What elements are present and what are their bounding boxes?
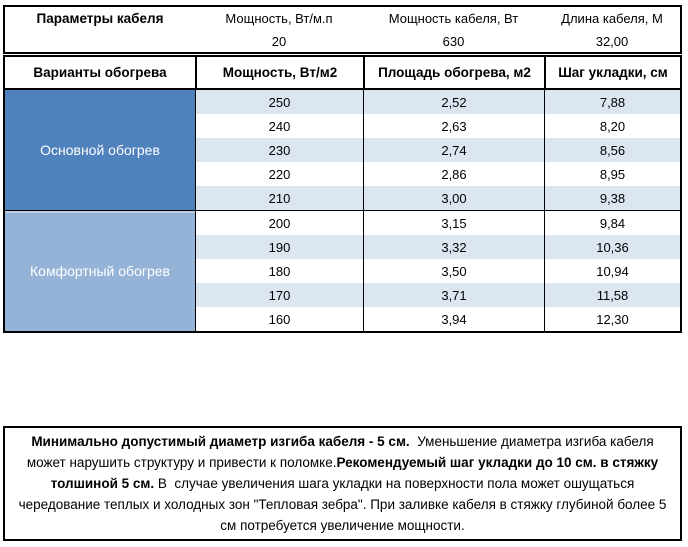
note-part-bold-2: Рекомендуемый шаг укладки до 10 см. в ст…	[50, 455, 662, 491]
note-text: Минимально допустимый диаметр изгиба каб…	[17, 431, 668, 536]
table-cell[interactable]: 250	[195, 90, 363, 114]
table-cell[interactable]: 200	[195, 211, 363, 235]
params-empty-cell[interactable]	[5, 30, 195, 52]
param-value-cable-power[interactable]: 630	[442, 33, 465, 49]
table-cell[interactable]: 160	[195, 307, 363, 331]
table-cell[interactable]: 10,36	[544, 235, 680, 259]
note-part-regular-2: В случае увеличения шага укладки на пове…	[18, 476, 671, 533]
table-cell[interactable]: 180	[195, 259, 363, 283]
table-cell[interactable]: 190	[195, 235, 363, 259]
table-cell[interactable]: 240	[195, 114, 363, 138]
table-cell[interactable]: 3,00	[363, 186, 544, 210]
param-label-cable-length[interactable]: Длина кабеля, М	[561, 11, 663, 26]
table-cell[interactable]: 8,20	[544, 114, 680, 138]
note-part-regular-1: Уменьшение диаметра изгиба кабеля может …	[26, 434, 658, 470]
header-cell-step[interactable]: Шаг укладки, см	[544, 57, 680, 88]
table-cell[interactable]: 3,50	[363, 259, 544, 283]
table-cell[interactable]: 220	[195, 162, 363, 186]
table-cell[interactable]: 3,71	[363, 283, 544, 307]
table-cell[interactable]: 3,32	[363, 235, 544, 259]
section-label-main-heating[interactable]: Основной обогрев	[5, 90, 195, 210]
table-cell[interactable]: 2,63	[363, 114, 544, 138]
table-cell[interactable]: 8,95	[544, 162, 680, 186]
cable-params-table: Параметры кабеля Мощность, Вт/м.п Мощнос…	[3, 5, 682, 54]
table-cell[interactable]: 11,58	[544, 283, 680, 307]
table-cell[interactable]: 7,88	[544, 90, 680, 114]
table-cell[interactable]: 170	[195, 283, 363, 307]
table-cell[interactable]: 12,30	[544, 307, 680, 331]
header-cell-area[interactable]: Площадь обогрева, м2	[363, 57, 544, 88]
table-cell[interactable]: 10,94	[544, 259, 680, 283]
param-value-power-per-m[interactable]: 20	[271, 33, 287, 49]
table-cell[interactable]: 3,94	[363, 307, 544, 331]
table-cell[interactable]: 8,56	[544, 138, 680, 162]
section-comfort-heating: Комфортный обогрев 200 3,15 9,84 190 3,3…	[3, 211, 682, 333]
selected-cell[interactable]: 3,15	[363, 211, 544, 235]
section-label-comfort-heating[interactable]: Комфортный обогрев	[5, 211, 195, 331]
header-cell-variants[interactable]: Варианты обогрева	[33, 65, 167, 80]
param-label-power-per-m[interactable]: Мощность, Вт/м.п	[225, 11, 333, 26]
table-cell[interactable]: 2,52	[363, 90, 544, 114]
note-box: Минимально допустимый диаметр изгиба каб…	[3, 426, 682, 541]
param-value-cable-length[interactable]: 32,00	[595, 33, 629, 49]
param-label-cable-power[interactable]: Мощность кабеля, Вт	[388, 11, 519, 26]
table-cell[interactable]: 2,74	[363, 138, 544, 162]
note-part-bold-1: Минимально допустимый диаметр изгиба каб…	[31, 434, 410, 449]
sheet-content: Параметры кабеля Мощность, Вт/м.п Мощнос…	[3, 5, 682, 541]
table-cell[interactable]: 9,38	[544, 186, 680, 210]
table-cell[interactable]: 9,84	[544, 211, 680, 235]
table-cell[interactable]: 210	[195, 186, 363, 210]
header-cell-power[interactable]: Мощность, Вт/м2	[195, 57, 363, 88]
table-cell[interactable]: 230	[195, 138, 363, 162]
params-title-cell[interactable]: Параметры кабеля	[36, 11, 164, 26]
heating-table-header: Варианты обогрева Мощность, Вт/м2 Площад…	[3, 55, 682, 90]
section-main-heating: Основной обогрев 250 2,52 7,88 240 2,63 …	[3, 90, 682, 211]
table-cell[interactable]: 2,86	[363, 162, 544, 186]
